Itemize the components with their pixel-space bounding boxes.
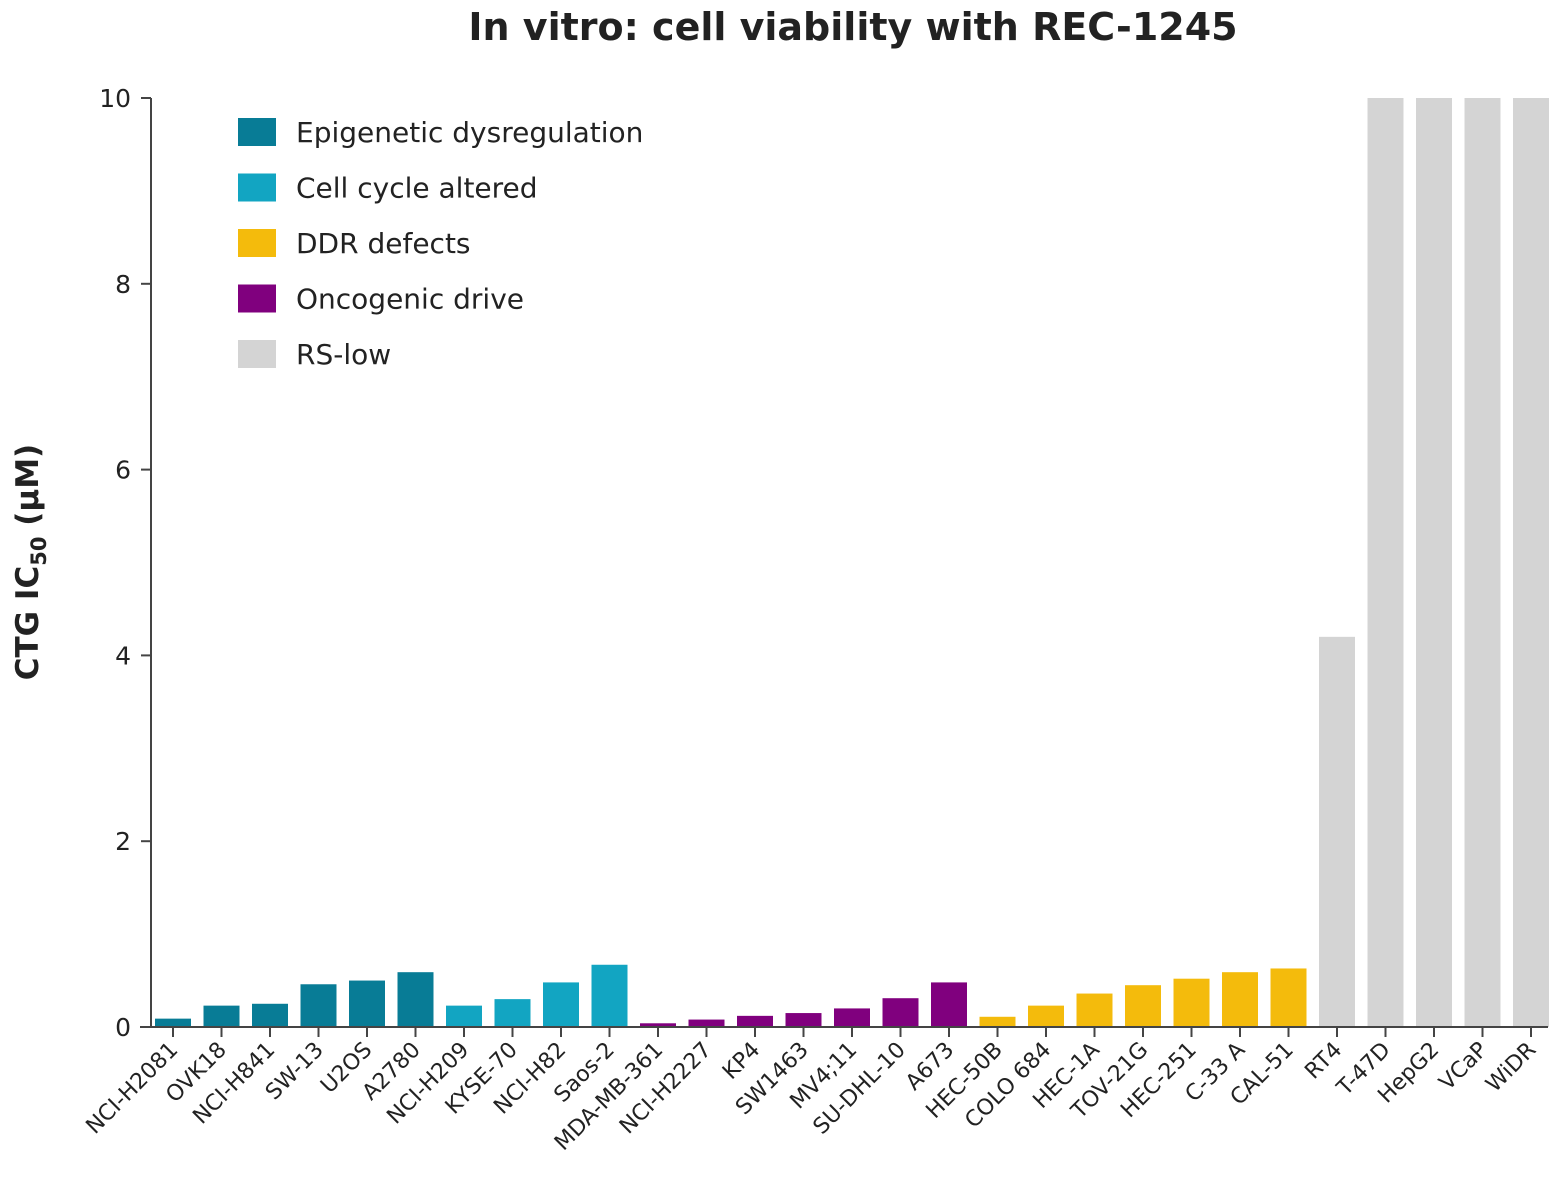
legend-swatch: [238, 118, 276, 146]
bar-mda-mb-361: [640, 1023, 676, 1027]
chart-title: In vitro: cell viability with REC-1245: [468, 5, 1237, 49]
y-axis-label-unit: (µM): [10, 444, 46, 537]
bar-su-dhl-10: [882, 998, 919, 1027]
bar-tov-21g: [1125, 985, 1161, 1027]
y-axis-label-main: CTG IC: [10, 566, 46, 680]
bar-nci-h2081: [155, 1018, 191, 1027]
y-tick-label: 2: [115, 827, 131, 856]
bar-hec-251: [1173, 978, 1210, 1027]
bar-kp4: [737, 1015, 773, 1027]
x-tick-label: VCaP: [1435, 1038, 1493, 1096]
legend-swatch: [238, 284, 276, 313]
bar-saos-2: [591, 964, 628, 1027]
bar-a673: [931, 982, 967, 1027]
legend-label: Oncogenic drive: [296, 283, 524, 316]
bar-mv4-11: [834, 1008, 870, 1027]
bar-widr: [1513, 98, 1549, 1027]
bar-rt4: [1319, 636, 1355, 1027]
bar-nci-h82: [543, 982, 579, 1027]
legend-label: DDR defects: [296, 227, 471, 260]
bar-ovk18: [203, 1005, 240, 1027]
bar-vcap: [1464, 98, 1501, 1027]
bar-hec-1a: [1076, 993, 1113, 1027]
bar-sw1463: [785, 1013, 822, 1027]
x-tick-label: WiDR: [1481, 1038, 1541, 1098]
y-tick-label: 0: [115, 1013, 131, 1042]
legend-label: Epigenetic dysregulation: [296, 116, 643, 149]
bar-t-47d: [1367, 98, 1404, 1027]
legend-label: Cell cycle altered: [296, 172, 538, 205]
y-tick-label: 8: [115, 270, 131, 299]
legend-swatch: [238, 173, 276, 202]
legend-swatch: [238, 229, 276, 257]
bar-a2780: [397, 972, 434, 1027]
legend-swatch: [238, 340, 276, 368]
y-axis-label-subscript: 50: [27, 537, 51, 566]
bar-hepg2: [1416, 98, 1452, 1027]
bar-u2os: [349, 980, 385, 1027]
bar-hec-50b: [979, 1016, 1016, 1027]
bar-nci-h209: [446, 1005, 482, 1027]
bar-kyse-70: [494, 999, 531, 1027]
y-tick-label: 10: [99, 84, 131, 113]
bar-nci-h841: [252, 1003, 288, 1027]
y-tick-label: 6: [115, 456, 131, 485]
bar-cal-51: [1270, 968, 1307, 1027]
legend-label: RS-low: [296, 338, 391, 371]
bar-nci-h2227: [688, 1019, 725, 1027]
y-axis-label: CTG IC50 (µM): [10, 444, 51, 680]
bar-sw-13: [300, 984, 337, 1027]
bar-c-33-a: [1222, 972, 1258, 1027]
y-tick-label: 4: [115, 641, 131, 670]
bar-colo-684: [1028, 1005, 1064, 1027]
